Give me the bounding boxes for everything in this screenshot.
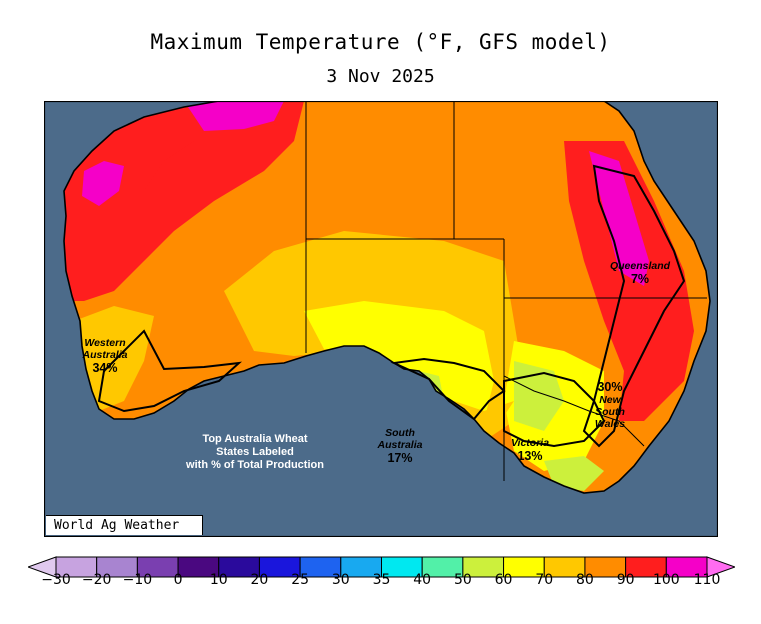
state-name-line: Western [84, 337, 126, 349]
state-percent: 34% [92, 361, 118, 375]
state-label-victoria: Victoria 13% [490, 437, 570, 463]
scale-tick-label: 110 [693, 572, 721, 588]
state-name-line: South [385, 427, 415, 439]
scale-tick-label: 30 [331, 572, 350, 588]
scale-tick-label: 40 [413, 572, 432, 588]
state-percent: 17% [387, 451, 413, 465]
scale-tick-label: −10 [122, 572, 153, 588]
note-line: with % of Total Production [186, 459, 324, 471]
state-name-line: Australia [377, 439, 423, 451]
scale-arrow-high [706, 556, 735, 578]
state-label-queensland: Queensland 7% [595, 260, 685, 286]
state-name-line: Wales [594, 418, 626, 430]
state-label-western-australia: Western Australia 34% [60, 337, 150, 375]
scale-tick-label: 90 [616, 572, 635, 588]
state-name-line: South [595, 406, 625, 418]
scale-tick-label: 20 [250, 572, 269, 588]
scale-tick-label: 60 [494, 572, 513, 588]
temperature-map [44, 101, 718, 537]
state-name-line: Victoria [510, 437, 550, 449]
state-label-south-australia: South Australia 17% [355, 427, 445, 465]
state-percent: 30% [597, 380, 623, 394]
state-name-line: Australia [82, 349, 128, 361]
map-title: Maximum Temperature (°F, GFS model) [150, 30, 611, 54]
wheat-states-note: Top Australia Wheat States Labeled with … [160, 433, 350, 472]
state-label-new-south-wales: 30% New South Wales [570, 380, 650, 430]
scale-tick-label: −30 [41, 572, 71, 588]
scale-tick-label: 50 [453, 572, 472, 588]
state-percent: 13% [517, 449, 543, 463]
scale-tick-label: 70 [535, 572, 554, 588]
scale-tick-label: −20 [81, 572, 112, 588]
scale-tick-label: 10 [209, 572, 228, 588]
scale-tick-label: 0 [173, 572, 183, 588]
state-name-line: New [599, 394, 621, 406]
note-line: Top Australia Wheat [202, 433, 308, 445]
scale-tick-label: 100 [652, 572, 680, 588]
temperature-field [64, 101, 710, 493]
scale-tick-label: 80 [576, 572, 594, 588]
map-date: 3 Nov 2025 [326, 66, 435, 87]
map-canvas [44, 101, 718, 537]
scale-tick-label: 25 [291, 572, 310, 588]
color-scale-ticks: −30 −20 −10 0 10 20 25 30 35 40 50 60 70 80 90 100 110 [0, 572, 761, 594]
wheat-belt-outlines [97, 164, 686, 448]
credit-label: World Ag Weather [46, 515, 203, 535]
state-percent: 7% [630, 272, 650, 286]
state-name-line: Queensland [609, 260, 671, 272]
scale-tick-label: 35 [372, 572, 391, 588]
color-scale-bar [28, 556, 735, 578]
note-line: States Labeled [216, 446, 294, 458]
